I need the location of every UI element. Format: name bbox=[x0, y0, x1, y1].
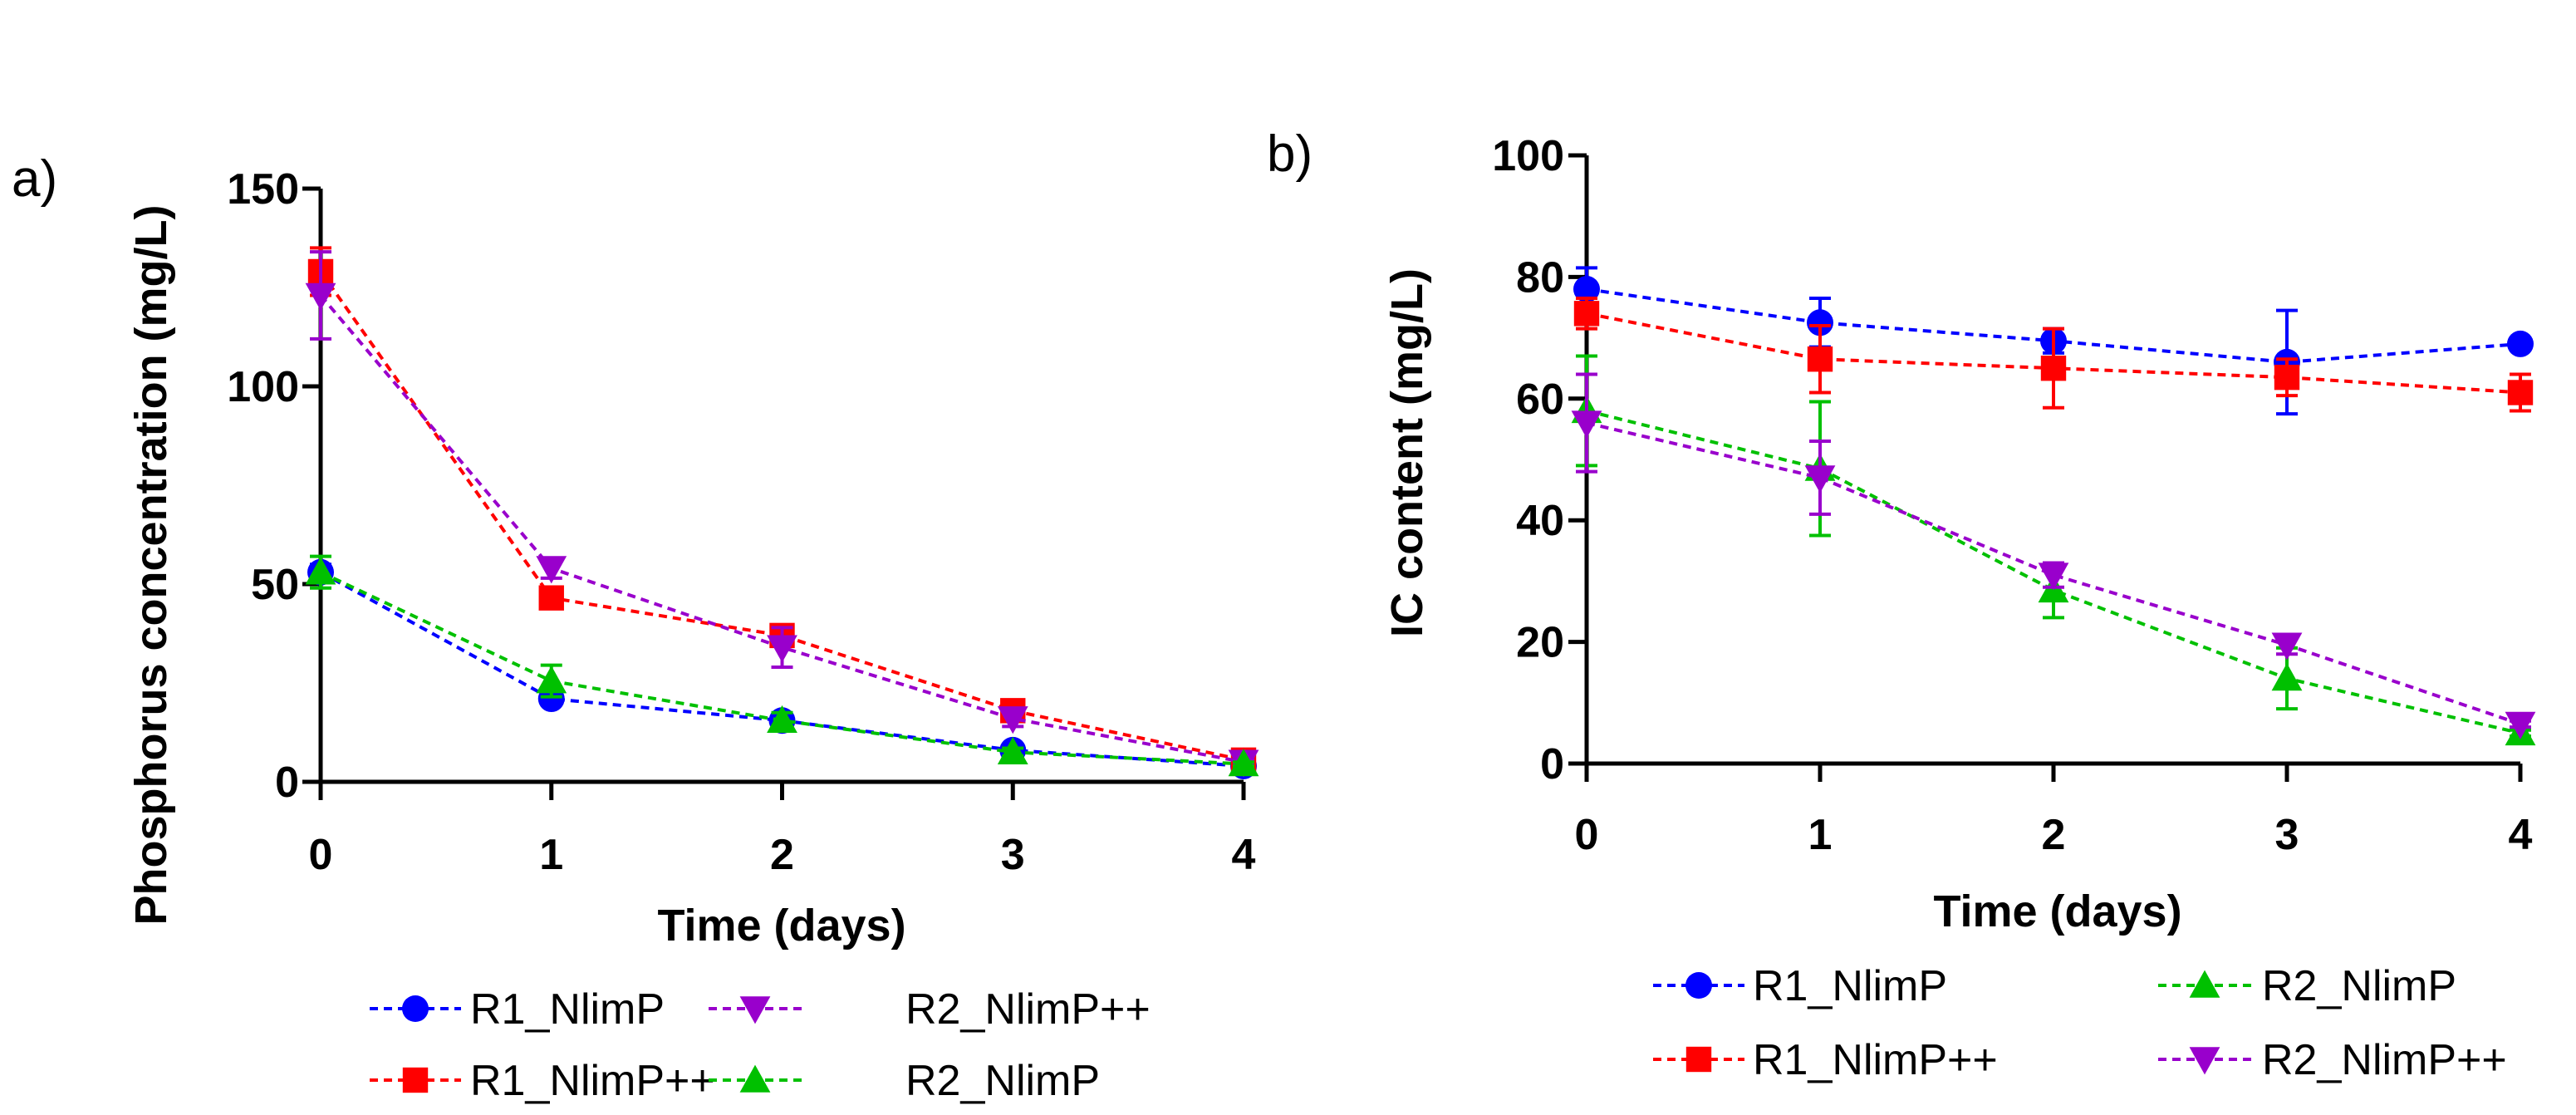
panel-a-legend-label: R2_NlimP++ bbox=[905, 985, 1151, 1034]
panel-b-legend-label: R1_NlimP bbox=[1753, 962, 1947, 1010]
panel-a-x-tick-label: 3 bbox=[1001, 831, 1025, 879]
panel-a-y-tick-label: 50 bbox=[251, 561, 299, 609]
panel-a-legend-marker bbox=[739, 996, 771, 1024]
panel-a-series-r1-nlimpplusplus bbox=[307, 246, 1257, 774]
panel-a-point-r2-nlimpplusplus bbox=[536, 556, 567, 584]
panel-a-x-tick-label: 1 bbox=[539, 831, 563, 879]
panel-b-line-r2-nlimp bbox=[1586, 409, 2521, 735]
panel-a-point-r2-nlimp bbox=[997, 736, 1028, 765]
panel-a-phosphorus-chart: a) Phosphorus concentration (mg/L) Time … bbox=[12, 150, 1259, 1105]
panel-b-legend-marker bbox=[2189, 1047, 2220, 1075]
panel-a-point-r2-nlimpplusplus bbox=[767, 635, 797, 663]
panel-a-point-r2-nlimp bbox=[305, 557, 336, 585]
panel-a-legend-label: R2_NlimP bbox=[905, 1057, 1100, 1105]
panel-b-legend-entry-r1-nlimp: R1_NlimP bbox=[1653, 962, 1947, 1010]
panel-a-y-tick-label: 150 bbox=[227, 165, 299, 214]
panel-b-point-r2-nlimpplusplus bbox=[1571, 410, 1602, 439]
panel-b-point-r2-nlimpplusplus bbox=[2505, 711, 2536, 739]
panel-b-point-r1-nlimpplusplus bbox=[2040, 356, 2067, 381]
panel-b-point-r1-nlimpplusplus bbox=[1807, 346, 1833, 372]
panel-b-point-r2-nlimpplusplus bbox=[2271, 632, 2303, 661]
panel-a-legend: R1_NlimP R2_NlimP++ R1_NlimP++ R2_NlimP bbox=[370, 985, 1151, 1105]
panel-a-series-r1-nlimp bbox=[307, 558, 1257, 779]
panel-b-series-r1-nlimpplusplus bbox=[1573, 297, 2534, 413]
panel-a-x-tick-label: 2 bbox=[770, 831, 794, 879]
panel-b-point-r1-nlimpplusplus bbox=[1573, 301, 1600, 327]
panel-b-x-tick-label: 2 bbox=[2042, 811, 2066, 859]
panel-b-legend-label: R2_NlimP++ bbox=[2262, 1036, 2507, 1084]
panel-a-legend-entry-r1-nlimp: R1_NlimP bbox=[370, 985, 665, 1034]
panel-b-label: b) bbox=[1267, 125, 1313, 183]
panel-a-label: a) bbox=[12, 150, 57, 208]
panel-b-legend-label: R2_NlimP bbox=[2262, 962, 2456, 1010]
panel-b-series-r2-nlimpplusplus bbox=[1571, 372, 2536, 739]
panel-b-x-tick-label: 4 bbox=[2509, 811, 2533, 859]
panel-a-point-r2-nlimpplusplus bbox=[997, 706, 1028, 734]
panel-b-y-tick-label: 60 bbox=[1516, 376, 1564, 424]
panel-a-series-r2-nlimpplusplus bbox=[305, 250, 1259, 778]
panel-b-x-tick-label: 1 bbox=[1808, 811, 1833, 859]
panel-a-plot-area bbox=[305, 246, 1259, 779]
panel-a-legend-entry-r2-nlimpplusplus: R2_NlimP++ bbox=[709, 985, 1151, 1034]
panel-b-y-tick-label: 40 bbox=[1516, 497, 1564, 545]
panel-b-point-r1-nlimp bbox=[1807, 309, 1833, 336]
panel-b-legend-label: R1_NlimP++ bbox=[1753, 1036, 1998, 1084]
panel-a-y-axis-title: Phosphorus concentration (mg/L) bbox=[126, 204, 176, 925]
panel-b-y-tick-label: 100 bbox=[1492, 132, 1564, 180]
panel-b-line-r2-nlimpplusplus bbox=[1586, 421, 2521, 726]
panel-a-line-r2-nlimpplusplus bbox=[319, 294, 1244, 764]
panel-b-y-tick-label: 20 bbox=[1516, 619, 1564, 667]
panel-a-point-r1-nlimpplusplus bbox=[538, 585, 564, 611]
panel-b-point-r2-nlimp bbox=[2271, 663, 2303, 691]
panel-a-line-r2-nlimp bbox=[320, 570, 1244, 766]
panel-a-x-tick-label: 4 bbox=[1232, 831, 1256, 879]
panel-b-point-r1-nlimpplusplus bbox=[2507, 380, 2534, 405]
panel-b-legend-entry-r2-nlimpplusplus: R2_NlimP++ bbox=[2158, 1036, 2507, 1084]
panel-b-point-r1-nlimpplusplus bbox=[2274, 364, 2300, 390]
panel-a-legend-marker bbox=[402, 995, 429, 1022]
panel-b-series-r2-nlimp bbox=[1571, 354, 2536, 746]
panel-a-point-r2-nlimpplusplus bbox=[305, 282, 336, 311]
panel-a-x-axis-title: Time (days) bbox=[657, 901, 905, 950]
panel-b-x-tick-label: 3 bbox=[2275, 811, 2299, 859]
panel-b-point-r2-nlimpplusplus bbox=[2038, 562, 2069, 591]
panel-b-x-axis-title: Time (days) bbox=[1933, 887, 2181, 936]
panel-a-legend-label: R1_NlimP bbox=[470, 985, 665, 1034]
panel-a-y-tick-label: 100 bbox=[227, 363, 299, 411]
panel-b-legend-marker bbox=[1685, 1046, 1712, 1073]
panel-b-plot-area bbox=[1571, 266, 2536, 746]
panel-a-y-tick-label: 0 bbox=[275, 759, 299, 807]
panel-a-ticks: 0 1 2 3 4 0 50 100 150 bbox=[227, 165, 1255, 879]
panel-a-point-r2-nlimp bbox=[1228, 749, 1259, 777]
panel-b-y-tick-label: 0 bbox=[1540, 740, 1564, 788]
panel-b-x-tick-label: 0 bbox=[1575, 811, 1599, 859]
panel-b-legend-marker bbox=[1685, 972, 1712, 999]
panel-a-legend-marker bbox=[402, 1067, 429, 1093]
panel-a-point-r2-nlimp bbox=[767, 705, 797, 733]
panel-a-point-r2-nlimp bbox=[536, 666, 567, 694]
panel-a-legend-entry-r2-nlimp: R2_NlimP bbox=[709, 1057, 1100, 1105]
panel-b-legend-marker bbox=[2189, 970, 2220, 998]
panel-a-series-r2-nlimp bbox=[305, 554, 1259, 777]
panel-b-point-r1-nlimp bbox=[1573, 276, 1600, 303]
panel-a-legend-entry-r1-nlimpplusplus: R1_NlimP++ bbox=[370, 1057, 715, 1105]
panel-b-ic-chart: b) IC content (mg/L) Time (days) 0 1 2 3 402… bbox=[1267, 125, 2536, 1084]
panel-a-legend-label: R1_NlimP++ bbox=[470, 1057, 715, 1105]
panel-b-legend-entry-r1-nlimpplusplus: R1_NlimP++ bbox=[1653, 1036, 1998, 1084]
panel-b-legend-entry-r2-nlimp: R2_NlimP bbox=[2158, 962, 2456, 1010]
panel-b-legend: R1_NlimP R2_NlimP R1_NlimP++ R2_NlimP++ bbox=[1653, 962, 2507, 1084]
panel-a-line-r1-nlimpplusplus bbox=[319, 270, 1244, 762]
panel-b-y-axis-title: IC content (mg/L) bbox=[1382, 268, 1432, 637]
panel-b-y-tick-label: 80 bbox=[1516, 253, 1564, 302]
panel-b-point-r1-nlimp bbox=[2507, 330, 2534, 357]
panel-b-point-r2-nlimpplusplus bbox=[1804, 465, 1836, 494]
panel-a-legend-marker bbox=[739, 1064, 771, 1093]
panel-a-x-tick-label: 0 bbox=[309, 831, 333, 879]
